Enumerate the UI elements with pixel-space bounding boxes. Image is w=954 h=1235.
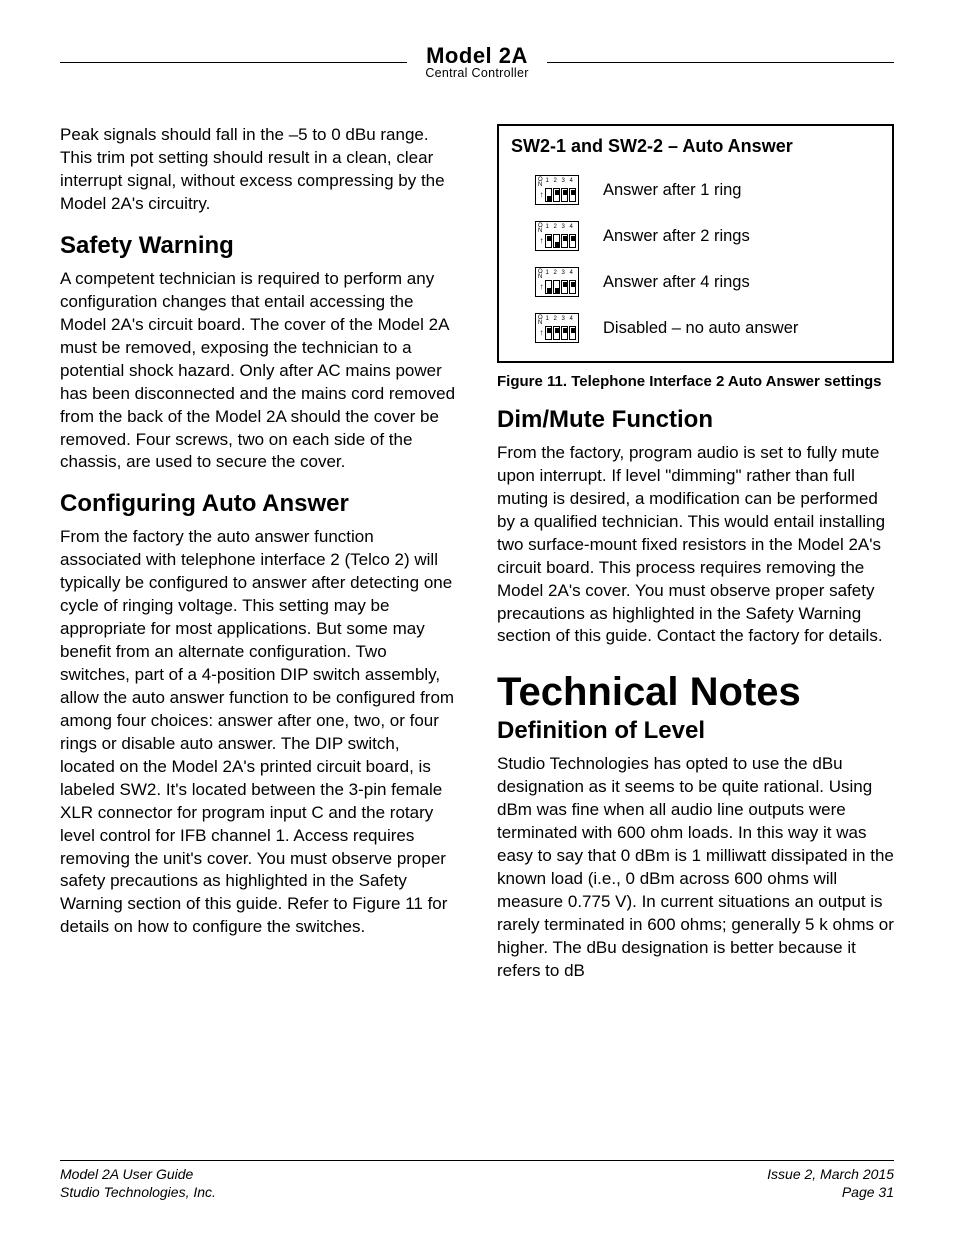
dim-mute-heading: Dim/Mute Function: [497, 406, 894, 434]
dip-nub: [555, 242, 559, 247]
dip-num-label: 1: [544, 270, 551, 280]
config-auto-answer-heading: Configuring Auto Answer: [60, 490, 457, 518]
dip-row-label: Answer after 2 rings: [603, 227, 750, 246]
footer-guide-title: Model 2A User Guide: [60, 1165, 216, 1183]
page-header: Model 2A Central Controller: [60, 44, 894, 80]
dip-nub: [563, 282, 567, 287]
dip-num-label: 3: [560, 224, 567, 234]
dip-num-label: 3: [560, 270, 567, 280]
header-rule-right: [547, 62, 894, 63]
dip-nub: [547, 196, 551, 201]
dip-switch-row: ON1234 ↑ Answer after 1 ring: [511, 167, 880, 213]
figure-11-box: SW2-1 and SW2-2 – Auto Answer ON1234↑Ans…: [497, 124, 894, 363]
dip-nub: [563, 190, 567, 195]
header-rule-left: [60, 62, 407, 63]
definition-of-level-heading: Definition of Level: [497, 717, 894, 745]
footer-rule: [60, 1160, 894, 1161]
dip-switch-icon: ON1234 ↑: [535, 175, 579, 205]
dip-arrow-icon: ↑: [538, 280, 545, 294]
dip-nub: [547, 236, 551, 241]
dip-slot: [553, 280, 560, 294]
dip-num-label: 2: [552, 316, 559, 326]
dip-nub: [555, 190, 559, 195]
dip-nub: [571, 236, 575, 241]
dip-on-label: ON: [538, 224, 543, 234]
dip-num-label: 4: [568, 316, 575, 326]
dip-slot: [545, 280, 552, 294]
safety-warning-heading: Safety Warning: [60, 232, 457, 260]
technical-notes-heading: Technical Notes: [497, 670, 894, 715]
dip-num-label: 2: [552, 270, 559, 280]
dip-slot: [569, 234, 576, 248]
dip-switch-icon: ON1234 ↑: [535, 221, 579, 251]
dip-num-label: 1: [544, 224, 551, 234]
dip-slot: [569, 326, 576, 340]
page-footer: Model 2A User Guide Studio Technologies,…: [60, 1160, 894, 1201]
dip-on-label: ON: [538, 316, 543, 326]
dip-nub: [555, 328, 559, 333]
header-title: Model 2A: [425, 44, 528, 67]
dip-num-label: 1: [544, 178, 551, 188]
dip-nub: [571, 282, 575, 287]
dip-slot: [561, 188, 568, 202]
left-column: Peak signals should fall in the –5 to 0 …: [60, 124, 457, 999]
dip-nub: [547, 328, 551, 333]
safety-warning-paragraph: A competent technician is required to pe…: [60, 268, 457, 474]
dip-num-label: 4: [568, 270, 575, 280]
dim-mute-paragraph: From the factory, program audio is set t…: [497, 442, 894, 648]
dip-slot: [569, 280, 576, 294]
header-title-block: Model 2A Central Controller: [421, 44, 532, 80]
config-auto-answer-paragraph: From the factory the auto answer functio…: [60, 526, 457, 939]
dip-switch-row: ON1234 ↑ Answer after 2 rings: [511, 213, 880, 259]
dip-on-label: ON: [538, 178, 543, 188]
dip-num-label: 3: [560, 178, 567, 188]
dip-row-label: Disabled – no auto answer: [603, 319, 798, 338]
dip-switch-icon: ON1234 ↑: [535, 313, 579, 343]
footer-page-number: Page 31: [767, 1183, 894, 1201]
dip-nub: [571, 190, 575, 195]
dip-slot: [561, 280, 568, 294]
dip-slot: [545, 326, 552, 340]
figure-11-caption: Figure 11. Telephone Interface 2 Auto An…: [497, 373, 894, 392]
dip-on-label: ON: [538, 270, 543, 280]
dip-num-label: 4: [568, 178, 575, 188]
footer-right: Issue 2, March 2015 Page 31: [767, 1165, 894, 1201]
dip-slot: [545, 234, 552, 248]
dip-switch-icon: ON1234 ↑: [535, 267, 579, 297]
dip-slot: [553, 188, 560, 202]
dip-switch-row: ON1234 ↑ Disabled – no auto answer: [511, 305, 880, 351]
dip-arrow-icon: ↑: [538, 326, 545, 340]
dip-num-label: 2: [552, 178, 559, 188]
footer-company: Studio Technologies, Inc.: [60, 1183, 216, 1201]
dip-nub: [563, 328, 567, 333]
dip-slot: [553, 326, 560, 340]
content-columns: Peak signals should fall in the –5 to 0 …: [60, 124, 894, 999]
dip-row-label: Answer after 1 ring: [603, 181, 741, 200]
dip-num-label: 4: [568, 224, 575, 234]
footer-left: Model 2A User Guide Studio Technologies,…: [60, 1165, 216, 1201]
dip-num-label: 3: [560, 316, 567, 326]
footer-issue-date: Issue 2, March 2015: [767, 1165, 894, 1183]
header-subtitle: Central Controller: [425, 67, 528, 80]
dip-num-label: 2: [552, 224, 559, 234]
figure-11-title: SW2-1 and SW2-2 – Auto Answer: [511, 136, 880, 157]
dip-slot: [561, 326, 568, 340]
intro-paragraph: Peak signals should fall in the –5 to 0 …: [60, 124, 457, 216]
dip-arrow-icon: ↑: [538, 234, 545, 248]
dip-slot: [553, 234, 560, 248]
dip-nub: [563, 236, 567, 241]
dip-switch-rows: ON1234↑Answer after 1 ringON1234↑Answer …: [511, 167, 880, 351]
dip-switch-row: ON1234 ↑ Answer after 4 rings: [511, 259, 880, 305]
dip-nub: [571, 328, 575, 333]
dip-num-label: 1: [544, 316, 551, 326]
definition-of-level-paragraph: Studio Technologies has opted to use the…: [497, 753, 894, 982]
dip-arrow-icon: ↑: [538, 188, 545, 202]
dip-slot: [561, 234, 568, 248]
right-column: SW2-1 and SW2-2 – Auto Answer ON1234↑Ans…: [497, 124, 894, 999]
dip-nub: [547, 288, 551, 293]
dip-slot: [545, 188, 552, 202]
dip-row-label: Answer after 4 rings: [603, 273, 750, 292]
dip-slot: [569, 188, 576, 202]
dip-nub: [555, 288, 559, 293]
